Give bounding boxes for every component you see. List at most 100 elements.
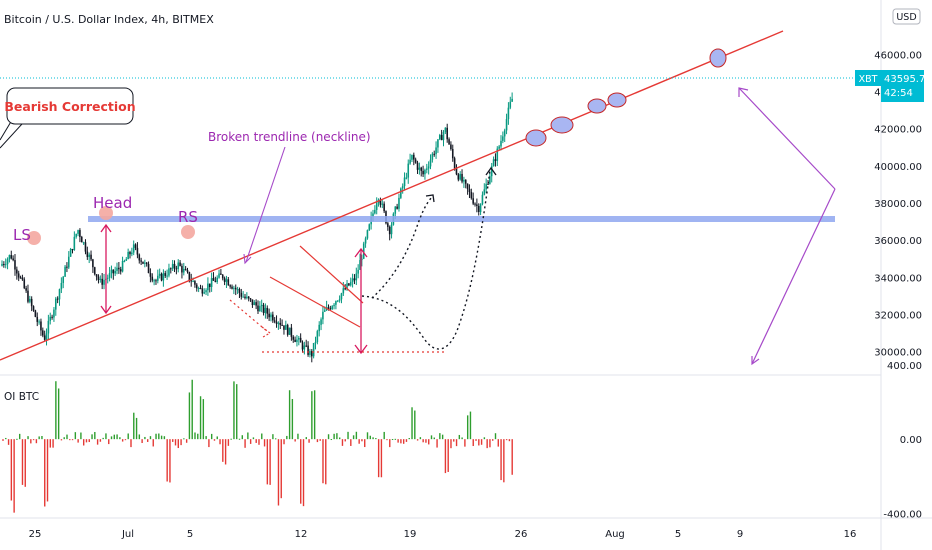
oi-bar (69, 439, 71, 441)
candle-body (205, 290, 207, 293)
oi-bar (266, 439, 269, 485)
candle-body (6, 259, 9, 265)
candle-body (45, 333, 48, 340)
candle-body (383, 203, 385, 212)
oi-bar (458, 434, 461, 440)
candle-body (64, 266, 66, 277)
candle-body (446, 127, 448, 140)
oi-bar (191, 379, 193, 440)
candle-body (379, 199, 382, 205)
candle-body (494, 159, 497, 161)
candle-body (129, 251, 131, 255)
candle-body (97, 276, 100, 280)
oi-bar (30, 439, 32, 444)
time-tick-label: 16 (844, 529, 857, 540)
candle-body (270, 314, 272, 318)
oi-bar (222, 439, 224, 462)
candle-body (403, 177, 406, 187)
projection-path-2 (361, 169, 491, 350)
candle-body (201, 288, 204, 294)
candle-body (79, 230, 81, 237)
oi-bar (414, 410, 416, 440)
oi-bar (185, 439, 188, 443)
oi-axis[interactable]: 400.00 0.00 -400.00 (883, 361, 922, 520)
candle-body (425, 168, 428, 170)
candle-body (359, 260, 361, 270)
candle-body (355, 273, 358, 281)
oi-bar (66, 434, 68, 440)
oi-bar (411, 407, 413, 440)
candle-body (372, 213, 374, 217)
price-tag-symbol: XBT (859, 74, 878, 85)
oi-bar (172, 439, 174, 442)
candle-body (1, 264, 3, 266)
oi-bar (210, 433, 213, 440)
oi-tick-label: -400.00 (883, 509, 922, 520)
candles (1, 92, 513, 363)
candle-body (121, 260, 124, 272)
oi-bar (480, 439, 483, 445)
candle-body (487, 183, 489, 185)
oi-bar (110, 436, 113, 440)
oi-bar (350, 439, 352, 446)
candle-body (387, 223, 389, 227)
candle-body (62, 276, 65, 283)
callout-box[interactable] (6, 87, 134, 125)
oi-bar (102, 437, 104, 440)
oi-bar (305, 437, 307, 440)
candle-body (220, 273, 222, 275)
candle-body (4, 264, 7, 266)
oi-bar (466, 415, 469, 440)
oi-bar (375, 438, 377, 440)
oi-bar (202, 399, 205, 440)
candle-body (340, 293, 343, 300)
oi-bar (344, 439, 346, 442)
candle-body (153, 280, 155, 282)
candle-body (118, 267, 120, 270)
oi-bar (119, 437, 121, 440)
candle-body (145, 262, 148, 264)
candle-body (227, 279, 230, 286)
candle-body (286, 324, 289, 335)
oi-tick-label: 0.00 (900, 435, 922, 446)
head-height-arrow (100, 223, 112, 315)
oi-bar (461, 437, 463, 440)
projection-path-1 (371, 196, 433, 299)
candle-body (322, 311, 324, 320)
candle-body (73, 236, 76, 250)
oi-bar (475, 439, 477, 441)
oi-bar (146, 439, 149, 442)
candle-body (168, 268, 170, 276)
price-tick-label: 46000.00 (874, 50, 922, 61)
candle-body (56, 298, 59, 300)
currency-button[interactable] (892, 8, 921, 25)
oi-bar (327, 434, 330, 440)
oi-bar (133, 412, 135, 440)
oi-bar (233, 381, 235, 440)
candle-body (357, 269, 359, 274)
head-marker (99, 206, 113, 220)
left-shoulder-marker (27, 231, 41, 245)
oi-bar (180, 439, 182, 446)
candle-body (34, 310, 37, 317)
candle-body (179, 262, 181, 266)
oi-bar (347, 431, 349, 440)
neckline-note: Broken trendline (neckline) (208, 130, 371, 144)
candle-body (329, 308, 332, 310)
candle-body (413, 154, 415, 160)
time-axis[interactable]: 25 Jul 5 12 19 26 Aug 5 9 16 (29, 529, 857, 540)
oi-bar (27, 436, 29, 440)
correction-arrow (738, 87, 836, 366)
candle-body (246, 296, 248, 299)
candle-body (455, 168, 458, 175)
oi-bar (5, 437, 7, 440)
oi-bar (274, 438, 277, 440)
oi-bar (453, 439, 455, 442)
candle-body (277, 322, 280, 324)
oi-bar (127, 433, 129, 440)
candle-body (173, 263, 176, 269)
candle-body (10, 255, 13, 259)
time-tick-label: 5 (187, 529, 193, 540)
oi-bar (188, 392, 191, 440)
